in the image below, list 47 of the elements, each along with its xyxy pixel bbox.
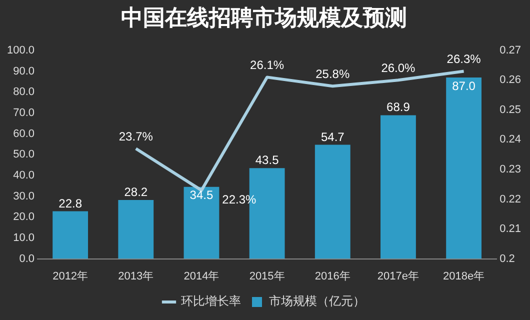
x-tick-label: 2012年 [52,270,88,282]
x-tick-label: 2014年 [184,270,220,282]
y2-tick-label: 0.2 [500,252,515,265]
data-label: 28.2 [124,185,148,200]
x-tick-label: 2016年 [314,270,350,282]
legend-label: 环比增长率 [181,294,241,308]
data-label: 87.0 [452,78,476,93]
y2-tick-label: 0.23 [500,164,522,176]
data-label: 26.1% [250,58,284,72]
chart-title: 中国在线招聘市场规模及预测 [121,4,407,31]
data-label: 26.3% [446,52,482,66]
y-tick-label: 70.0 [13,106,35,119]
y-tick-label: 20.0 [13,211,35,224]
x-tick-label: 2015年 [249,270,285,282]
legend-label: 市场规模（亿元） [269,294,365,308]
y-tick-label: 10.0 [13,232,35,244]
y-tick-label: 100.0 [6,44,35,56]
y2-tick-label: 0.26 [500,74,522,86]
bar [52,211,88,259]
data-label: 68.9 [386,100,410,114]
y-tick-label: 60.0 [13,128,35,140]
data-label: 43.5 [255,153,280,168]
y-tick-label: 90.0 [13,65,35,78]
y-tick-label: 40.0 [13,169,35,182]
y2-tick-label: 0.24 [500,134,522,146]
y-tick-label: 50.0 [13,148,35,161]
data-label: 26.0% [381,61,416,76]
data-label: 22.8 [58,196,82,210]
y2-tick-label: 0.25 [500,104,522,116]
x-tick-label: 2018e年 [443,270,485,282]
x-tick-label: 2013年 [118,270,154,282]
data-label: 25.8% [316,67,350,82]
y-tick-label: 80.0 [13,86,35,98]
y-tick-label: 30.0 [13,190,35,202]
x-tick-label: 2017e年 [377,270,420,282]
bar [446,77,482,259]
bar [184,186,220,259]
y2-tick-label: 0.22 [500,193,522,206]
y2-tick-label: 0.21 [500,223,522,236]
bar [380,115,416,259]
bar [314,144,350,259]
y-tick-label: 0.0 [19,252,35,265]
bar [118,200,154,259]
data-label: 23.7% [118,130,154,144]
y2-tick-label: 0.27 [500,44,522,56]
data-label: 54.7 [320,130,345,144]
data-label: 34.5 [190,188,214,202]
